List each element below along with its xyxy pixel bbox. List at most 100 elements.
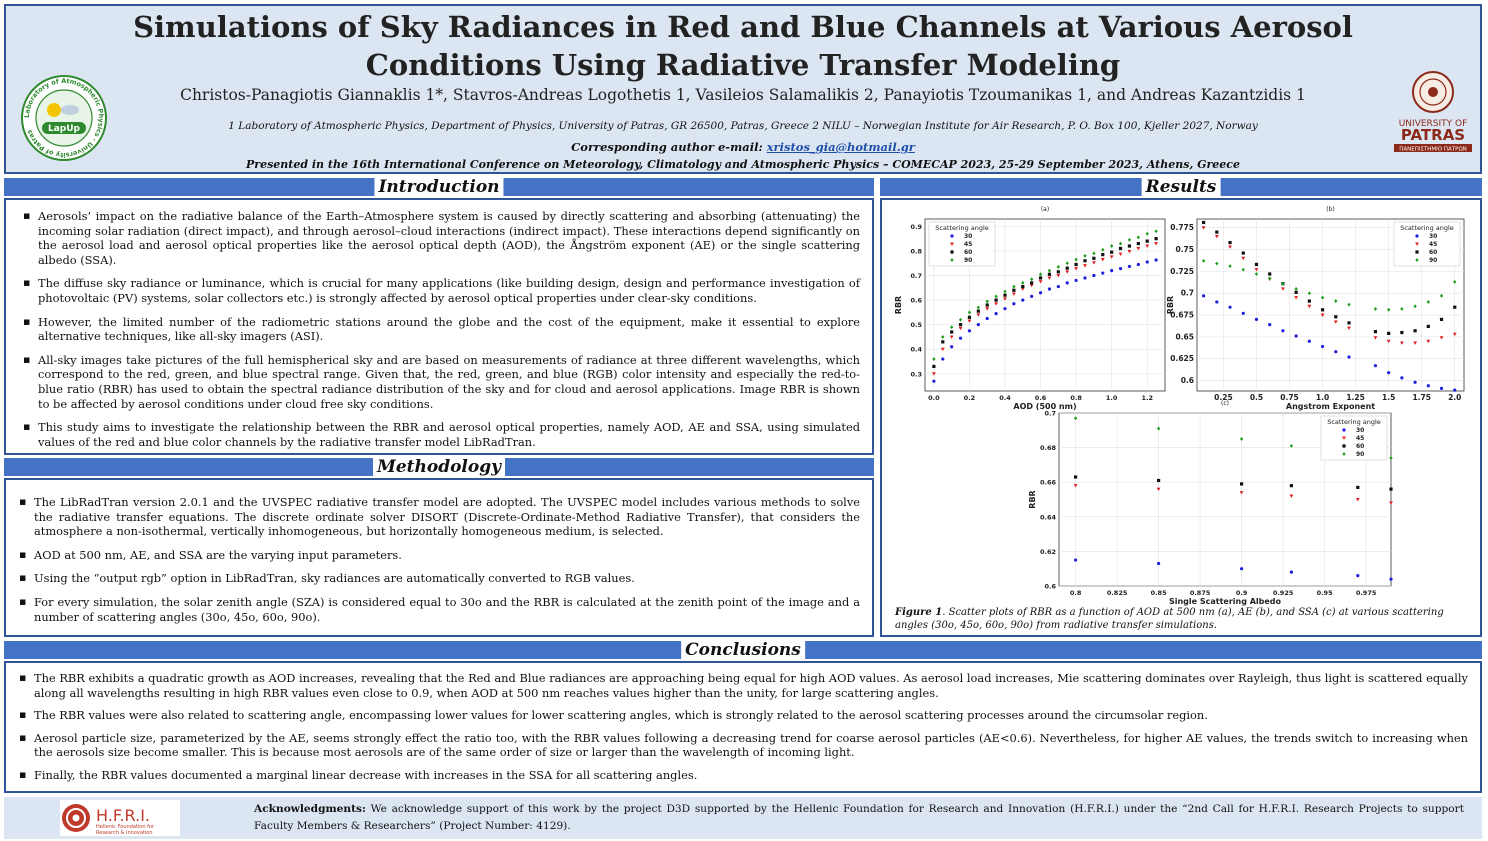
data-point (1091, 261, 1096, 265)
data-point (1241, 256, 1246, 261)
x-tick-label: 1.25 (1346, 393, 1365, 402)
data-point (1413, 341, 1417, 345)
data-point (1386, 307, 1391, 312)
data-point (1074, 267, 1079, 271)
data-point (932, 364, 936, 369)
y-tick-label: 0.6 (910, 297, 922, 305)
data-point (1100, 258, 1105, 262)
ack-label: Acknowledgments: (254, 803, 366, 815)
data-point (1389, 487, 1393, 491)
legend-marker (1342, 428, 1346, 432)
intro-item: All-sky images take pictures of the full… (18, 353, 860, 411)
data-point (1239, 491, 1244, 495)
data-point (976, 309, 980, 313)
data-point (1347, 355, 1351, 359)
data-point (1241, 311, 1245, 315)
data-point (1083, 264, 1087, 268)
data-point (985, 307, 990, 311)
legend-marker (1342, 452, 1346, 456)
data-point (1294, 296, 1299, 300)
data-point (1056, 274, 1061, 278)
legend-marker (1415, 250, 1419, 254)
legend-title: Scattering angle (1400, 224, 1454, 232)
introduction-box: Aerosols’ impact on the radiative balanc… (4, 198, 874, 455)
data-point (1074, 558, 1078, 562)
x-axis-label: AOD (500 nm) (1013, 402, 1076, 411)
x-tick-label: 0.925 (1273, 589, 1294, 597)
data-point (1281, 329, 1285, 333)
data-point (1307, 299, 1311, 303)
data-point (1389, 456, 1393, 460)
data-point (1201, 226, 1206, 230)
method-item: For every simulation, the solar zenith a… (14, 595, 860, 624)
data-point (1110, 269, 1114, 273)
y-tick-label: 0.68 (1040, 444, 1057, 452)
data-point (1145, 244, 1150, 248)
data-point (1334, 315, 1338, 319)
corresponding-label: Corresponding author e-mail: (571, 140, 767, 154)
legend-entry: 90 (1429, 257, 1437, 264)
x-tick-label: 2.0 (1448, 393, 1461, 402)
data-point (1136, 241, 1140, 246)
data-point (1289, 443, 1294, 448)
data-point (1083, 259, 1087, 263)
data-point (1289, 494, 1294, 498)
data-point (949, 335, 954, 339)
introduction-title: Introduction (374, 178, 504, 196)
data-point (1118, 267, 1123, 271)
data-point (1333, 320, 1338, 324)
data-point (1254, 268, 1259, 272)
y-tick-label: 0.6 (1044, 583, 1056, 591)
data-point (1083, 276, 1087, 280)
x-tick-label: 0.6 (1035, 394, 1047, 402)
data-point (1157, 561, 1161, 566)
data-point (950, 345, 954, 349)
data-point (1154, 258, 1158, 262)
legend-entry: 90 (1356, 451, 1364, 458)
sun-icon (47, 103, 61, 117)
data-point (950, 330, 954, 334)
data-point (1073, 416, 1078, 421)
legend-title: Scattering angle (1327, 418, 1381, 426)
data-point (1047, 268, 1052, 273)
data-point (1439, 317, 1444, 322)
data-point (994, 294, 998, 299)
data-point (958, 326, 963, 331)
data-point (1074, 475, 1078, 479)
data-point (994, 302, 999, 306)
legend-entry: 45 (1356, 435, 1364, 442)
legend-box (1320, 415, 1388, 461)
data-point (1439, 293, 1444, 298)
y-axis-label: RBR (1166, 296, 1175, 314)
data-point (1268, 323, 1272, 327)
conclusions-list: The RBR exhibits a quadratic growth as A… (14, 671, 1468, 783)
data-point (1254, 317, 1259, 322)
data-point (1439, 336, 1444, 340)
legend-marker (950, 234, 954, 238)
data-point (1240, 482, 1244, 486)
x-tick-label: 0.9 (1236, 589, 1248, 597)
data-point (1065, 270, 1070, 274)
data-point (1092, 251, 1096, 256)
data-point (994, 312, 998, 316)
data-point (1118, 246, 1123, 251)
conclusion-item: Finally, the RBR values documented a mar… (14, 768, 1468, 783)
data-point (1056, 270, 1060, 274)
data-point (1003, 307, 1007, 311)
poster-title: Simulations of Sky Radiances in Red and … (133, 10, 1353, 82)
data-point (1426, 384, 1430, 388)
data-point (1047, 276, 1052, 280)
data-point (967, 315, 972, 319)
legend-marker (1342, 436, 1346, 440)
data-point (1003, 297, 1007, 301)
data-point (1356, 485, 1360, 489)
y-tick-label: 0.675 (1170, 311, 1194, 320)
method-item: Using the “output rgb” option in LibRadT… (14, 571, 860, 586)
introduction-list: Aerosols’ impact on the radiative balanc… (18, 209, 860, 449)
data-point (1101, 247, 1105, 252)
y-tick-label: 0.66 (1040, 479, 1057, 487)
data-point (1156, 487, 1161, 492)
hfri-logo-text: H.F.R.I. (96, 806, 150, 825)
author-email-link[interactable]: xristos_gia@hotmail.gr (766, 140, 915, 154)
data-point (1289, 484, 1293, 488)
